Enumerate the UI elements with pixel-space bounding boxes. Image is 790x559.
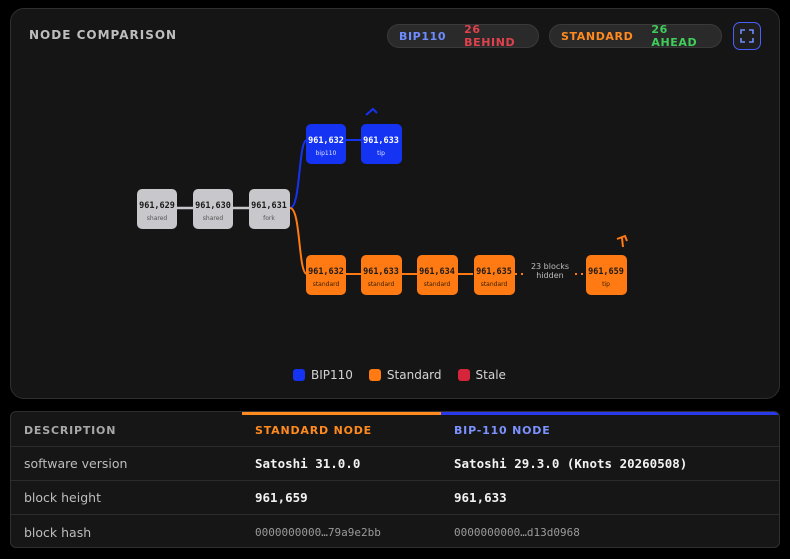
- header-description: DESCRIPTION: [24, 424, 117, 437]
- table-row: software version Satoshi 31.0.0 Satoshi …: [11, 446, 779, 480]
- standard-block-height: 961,659: [255, 490, 308, 505]
- comparison-table: DESCRIPTION STANDARD NODE BIP-110 NODE s…: [10, 411, 780, 548]
- table-row: block height 961,659 961,633: [11, 480, 779, 514]
- svg-text:hidden: hidden: [536, 271, 563, 280]
- graph-legend: BIP110 Standard Stale: [293, 368, 506, 382]
- card-title: NODE COMPARISON: [29, 28, 178, 42]
- legend-label-stale: Stale: [475, 368, 506, 382]
- standard-column-accent: [242, 412, 441, 415]
- standard-software-version: Satoshi 31.0.0: [255, 456, 361, 471]
- table-header-row: DESCRIPTION STANDARD NODE BIP-110 NODE: [11, 415, 779, 446]
- block-standard-tip[interactable]: 961,659 tip: [586, 255, 627, 295]
- svg-text:961,631: 961,631: [251, 201, 287, 211]
- bip110-block-height: 961,633: [454, 490, 507, 505]
- standard-block-hash[interactable]: 0000000000…79a9e2bb: [255, 525, 381, 539]
- legend-swatch-stale: [457, 369, 470, 381]
- legend-swatch-standard: [368, 369, 381, 381]
- svg-text:fork: fork: [263, 215, 275, 222]
- bip110-column-accent: [441, 412, 779, 415]
- pickaxe-icon-standard: [616, 234, 628, 248]
- block-shared-1[interactable]: 961,629 shared: [137, 189, 177, 229]
- svg-text:shared: shared: [147, 215, 168, 222]
- svg-text:961,630: 961,630: [195, 201, 231, 211]
- svg-text:tip: tip: [377, 150, 385, 157]
- block-bip110-1[interactable]: 961,632 bip110: [306, 124, 346, 164]
- bip110-software-version: Satoshi 29.3.0 (Knots 20260508): [454, 456, 688, 471]
- bip110-pill-status: 26 BEHIND: [464, 23, 516, 49]
- block-bip110-tip[interactable]: 961,633 tip: [361, 124, 402, 164]
- svg-text:961,635: 961,635: [476, 267, 512, 277]
- block-standard-2[interactable]: 961,633 standard: [361, 255, 402, 295]
- legend-label-standard: Standard: [386, 368, 442, 382]
- expand-icon: [740, 29, 754, 43]
- block-fork[interactable]: 961,631 fork: [249, 189, 290, 229]
- bip110-pill-label: BIP110: [399, 29, 447, 43]
- svg-text:bip110: bip110: [316, 150, 337, 157]
- block-standard-1[interactable]: 961,632 standard: [306, 255, 346, 295]
- row-label: software version: [24, 456, 128, 471]
- expand-button[interactable]: [733, 22, 761, 50]
- row-label: block height: [24, 490, 101, 505]
- legend-swatch-bip110: [293, 369, 305, 381]
- hidden-blocks-note: 23 blocks hidden: [527, 261, 571, 283]
- svg-text:standard: standard: [481, 281, 508, 288]
- block-shared-2[interactable]: 961,630 shared: [193, 189, 233, 229]
- node-comparison-card: NODE COMPARISON BIP110 26 BEHIND STANDAR…: [10, 8, 780, 399]
- standard-pill-status: 26 AHEAD: [651, 23, 698, 49]
- svg-text:961,634: 961,634: [419, 267, 455, 277]
- legend-item-stale: Stale: [457, 368, 506, 382]
- standard-pill-label: STANDARD: [561, 29, 634, 43]
- header-bip110-node: BIP-110 NODE: [454, 424, 551, 437]
- svg-text:23 blocks: 23 blocks: [531, 262, 569, 271]
- standard-status-pill[interactable]: STANDARD 26 AHEAD: [549, 23, 722, 49]
- block-standard-3[interactable]: 961,634 standard: [417, 255, 458, 295]
- svg-text:961,629: 961,629: [139, 201, 175, 211]
- bip110-status-pill[interactable]: BIP110 26 BEHIND: [387, 23, 539, 49]
- chain-connectors: [177, 139, 586, 275]
- svg-text:961,633: 961,633: [363, 267, 399, 277]
- legend-item-bip110: BIP110: [293, 368, 353, 382]
- legend-label-bip110: BIP110: [311, 368, 353, 382]
- svg-text:standard: standard: [313, 281, 340, 288]
- svg-text:961,632: 961,632: [308, 267, 344, 277]
- svg-text:shared: shared: [203, 215, 224, 222]
- svg-text:standard: standard: [424, 281, 451, 288]
- svg-text:tip: tip: [602, 281, 610, 288]
- block-standard-4[interactable]: 961,635 standard: [474, 255, 515, 295]
- svg-text:961,632: 961,632: [308, 136, 344, 146]
- svg-text:961,659: 961,659: [588, 267, 624, 277]
- svg-text:961,633: 961,633: [363, 136, 399, 146]
- header-standard-node: STANDARD NODE: [255, 424, 372, 437]
- pickaxe-icon-bip: [365, 107, 378, 116]
- row-label: block hash: [24, 524, 92, 540]
- legend-item-standard: Standard: [368, 368, 442, 382]
- block-graph: 961,629 shared 961,630 shared 961,631 fo…: [137, 107, 628, 295]
- svg-text:standard: standard: [368, 281, 395, 288]
- table-row: block hash 0000000000…79a9e2bb 000000000…: [11, 514, 779, 547]
- bip110-block-hash[interactable]: 0000000000…d13d0968: [454, 525, 580, 539]
